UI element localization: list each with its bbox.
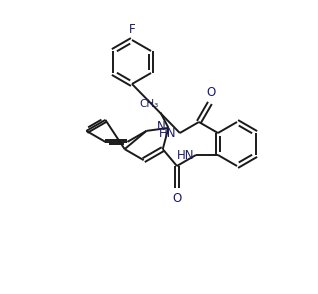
Text: O: O xyxy=(206,86,216,99)
Text: HN: HN xyxy=(159,126,177,139)
Text: N: N xyxy=(157,121,165,133)
Text: O: O xyxy=(172,192,182,205)
Text: F: F xyxy=(129,23,135,36)
Text: CH₃: CH₃ xyxy=(139,99,158,109)
Text: HN: HN xyxy=(176,148,194,161)
